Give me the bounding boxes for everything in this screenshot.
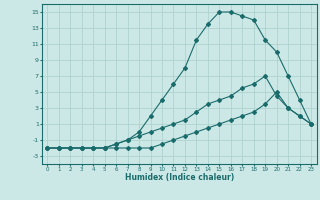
X-axis label: Humidex (Indice chaleur): Humidex (Indice chaleur) bbox=[124, 173, 234, 182]
